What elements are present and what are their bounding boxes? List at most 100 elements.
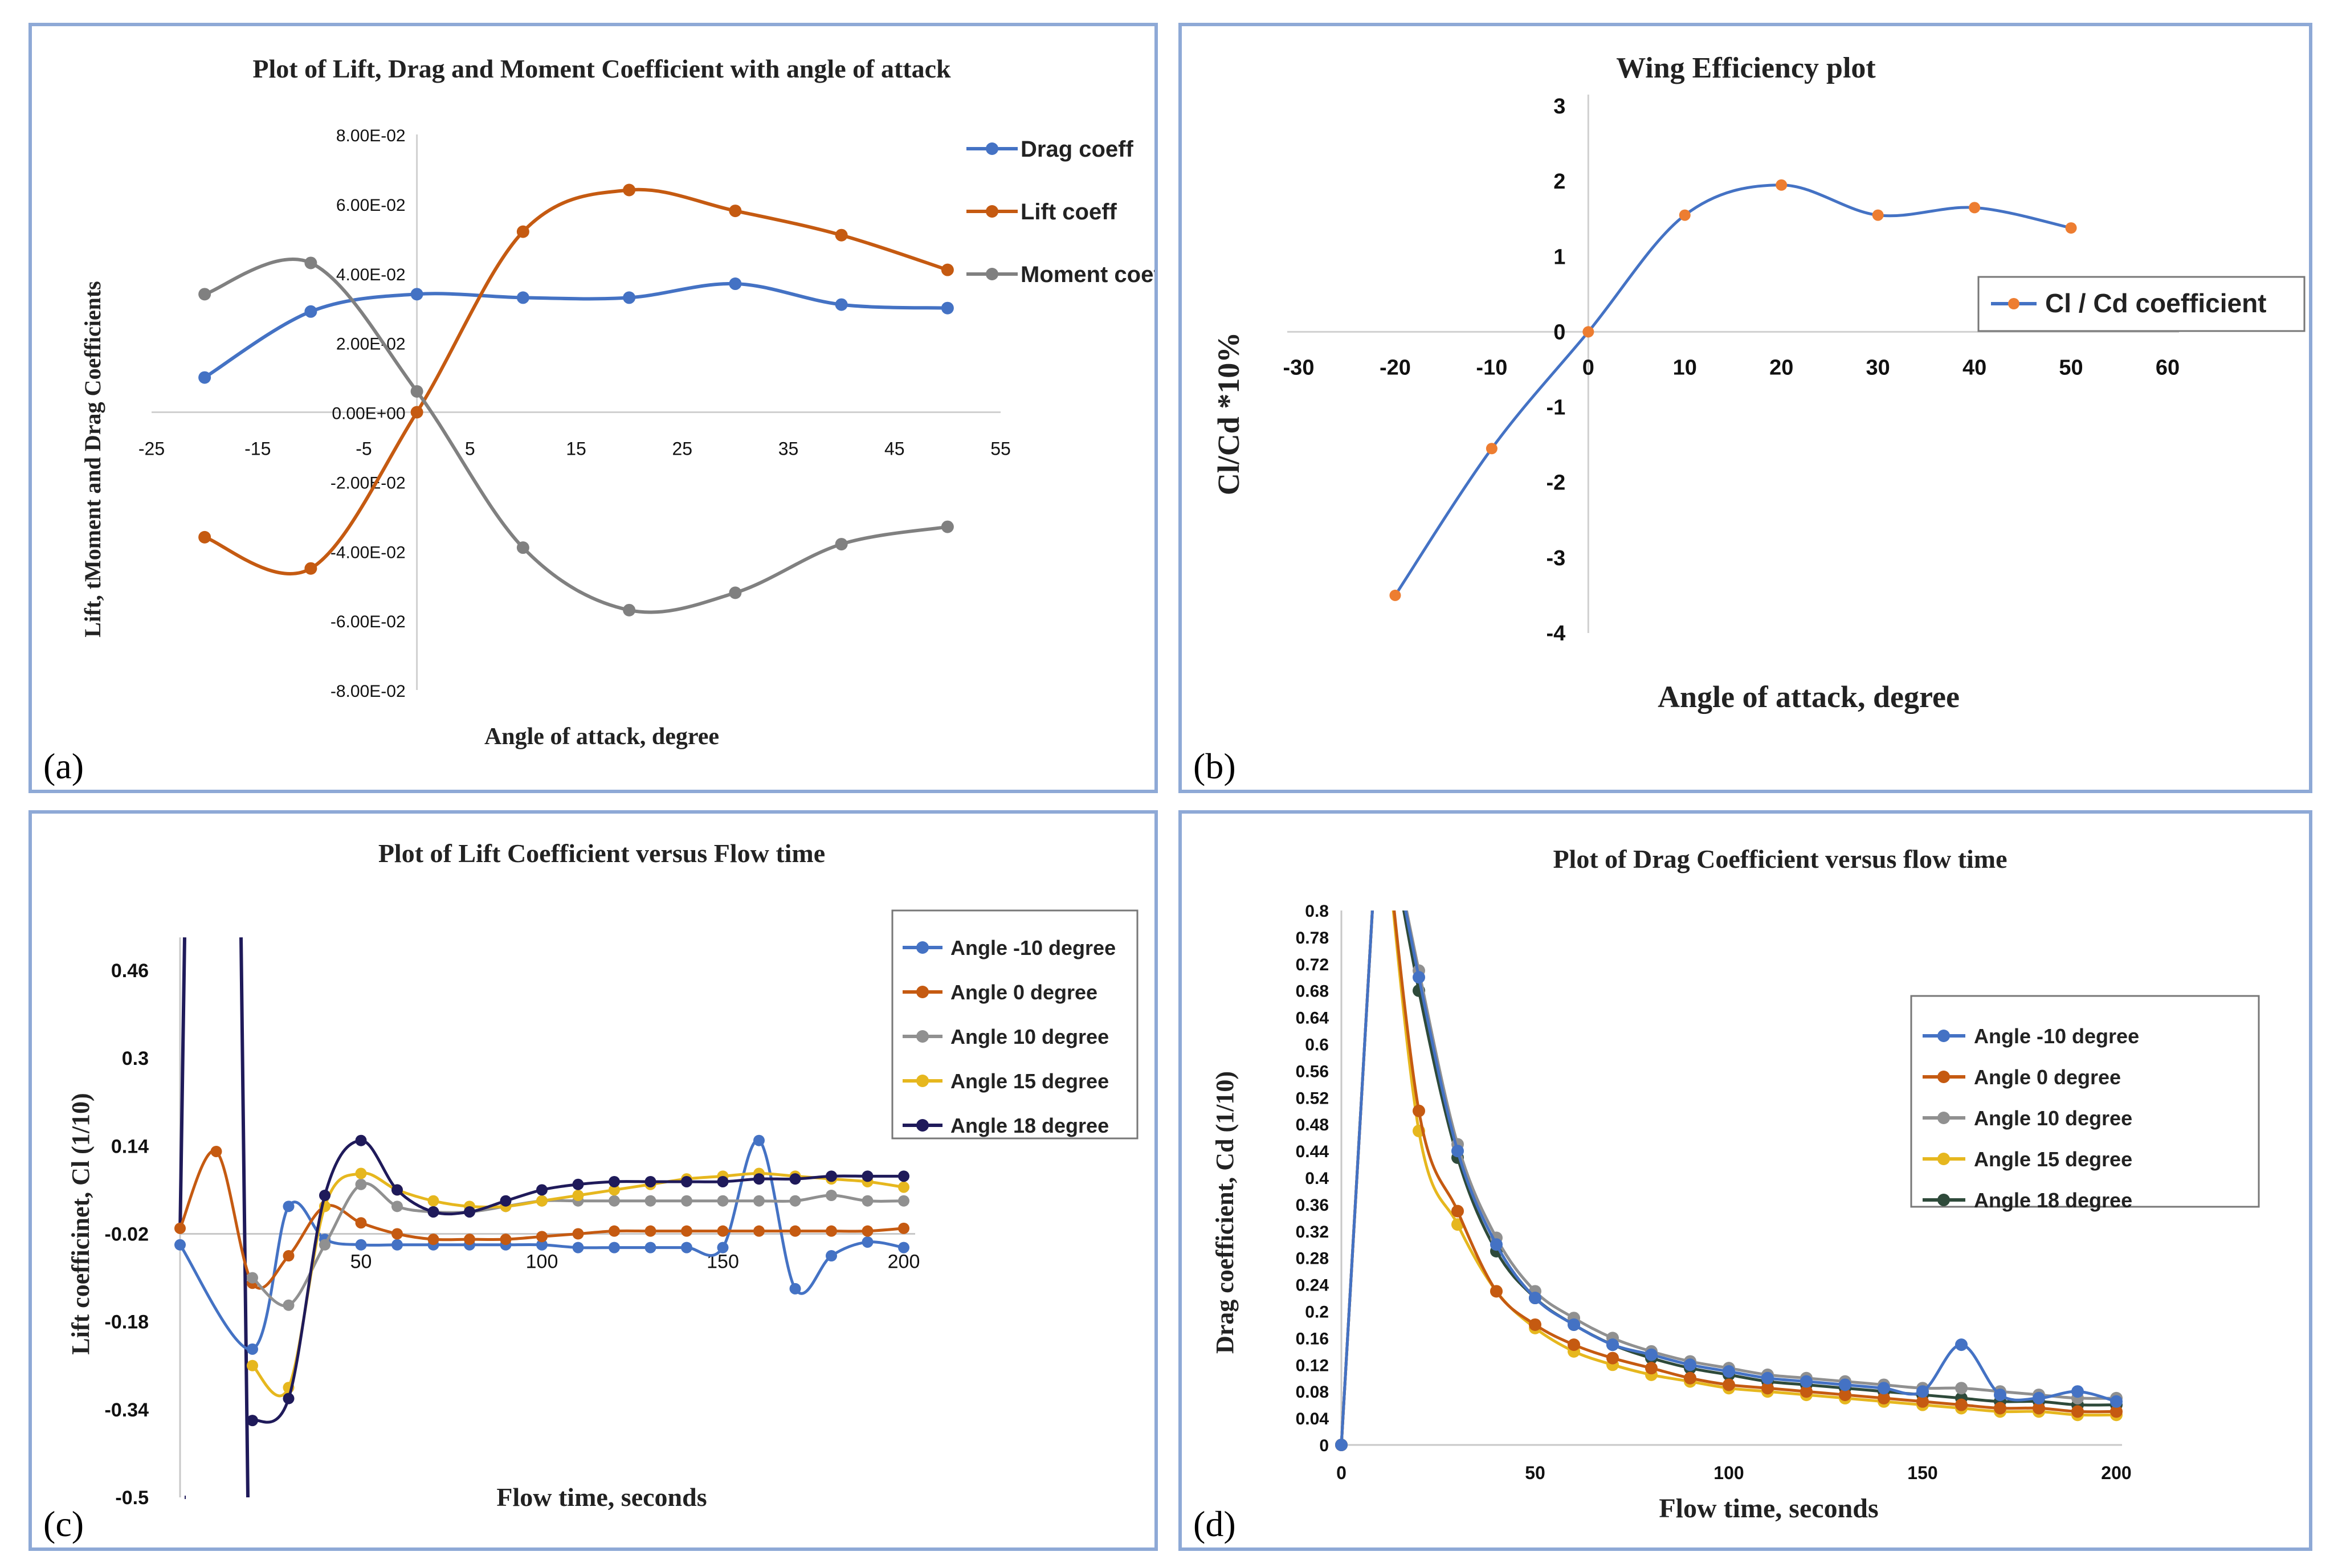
- data-point: [2071, 1405, 2084, 1418]
- data-point: [644, 1195, 656, 1207]
- data-point: [247, 1359, 258, 1371]
- panel-b: (b) Wing Efficiency plot Angle of attack…: [1178, 23, 2312, 793]
- data-point: [862, 1236, 874, 1248]
- data-point: [862, 1225, 874, 1237]
- data-point: [2071, 1385, 2084, 1398]
- chart-a-xlabel: Angle of attack, degree: [484, 724, 719, 750]
- legend-marker: [986, 205, 998, 218]
- data-point: [862, 1170, 874, 1182]
- chart-a-ylabel: Lift, tMoment and Drag Coefficients: [80, 281, 105, 637]
- y-tick-label: 0.08: [1296, 1383, 1329, 1402]
- x-tick-label: -10: [1476, 356, 1507, 379]
- y-tick-label: 0.56: [1296, 1062, 1329, 1081]
- x-tick-label: 100: [526, 1251, 558, 1273]
- data-point: [319, 1239, 330, 1251]
- data-point: [1606, 1338, 1619, 1351]
- data-point: [717, 1175, 729, 1187]
- data-point: [1761, 1371, 1774, 1385]
- x-tick-label: 50: [350, 1251, 372, 1273]
- data-point: [304, 562, 317, 575]
- y-tick-label: 3: [1553, 95, 1565, 119]
- y-tick-label: 0.78: [1296, 929, 1329, 948]
- data-point: [355, 1217, 367, 1229]
- chart-c-ylabel: Lift coefficinet, Cl (1/10): [67, 1093, 95, 1354]
- x-tick-label: -25: [138, 439, 165, 459]
- data-point: [1389, 589, 1401, 601]
- x-tick-label: -5: [356, 439, 372, 459]
- data-point: [753, 1225, 765, 1237]
- data-point: [516, 541, 529, 554]
- data-point: [391, 1228, 403, 1240]
- chart-a-axes: -25 -15 -5 5 15 25 35 45 55 8.00E-02 6.00E-02 4.00E…: [138, 126, 1011, 701]
- data-point: [1723, 1365, 1735, 1378]
- data-point: [391, 1184, 403, 1196]
- chart-d-ylabel: Drag coefficient, Cd (1/10): [1211, 1071, 1239, 1354]
- data-point: [1568, 1318, 1580, 1331]
- x-tick-label: 25: [672, 439, 692, 459]
- data-point: [609, 1195, 620, 1207]
- chart-b-xlabel: Angle of attack, degree: [1658, 680, 1960, 714]
- legend-box: [1910, 995, 2260, 1208]
- data-point: [1916, 1395, 1929, 1408]
- data-point: [391, 1239, 403, 1251]
- data-point: [898, 1242, 909, 1253]
- data-point: [572, 1190, 584, 1202]
- data-point: [572, 1228, 584, 1240]
- data-point: [898, 1222, 909, 1234]
- x-tick-label: 200: [2101, 1463, 2131, 1483]
- data-point: [835, 538, 848, 551]
- data-point: [789, 1225, 801, 1237]
- data-point: [1839, 1389, 1851, 1402]
- chart-d-axes: 0 50 100 150 200 0.8 0.78 0.72 0.68 0.64 0.6 0.56 0.…: [1296, 902, 2132, 1483]
- data-point: [516, 225, 529, 238]
- data-point: [717, 1242, 729, 1253]
- x-tick-label: -15: [244, 439, 271, 459]
- data-point: [826, 1250, 837, 1262]
- legend-marker: [1937, 1194, 1950, 1206]
- data-point: [1761, 1382, 1774, 1395]
- y-tick-label: -0.34: [105, 1399, 149, 1421]
- legend-label: Moment coeff: [1021, 262, 1154, 287]
- data-point: [304, 256, 317, 270]
- y-tick-label: -2.00E-02: [330, 473, 406, 492]
- transient-spike: [239, 937, 250, 1498]
- legend-label: Angle 10 degree: [1974, 1106, 2132, 1130]
- y-tick-label: 8.00E-02: [336, 126, 406, 145]
- data-point: [729, 586, 742, 599]
- data-point: [410, 385, 423, 398]
- legend-marker: [916, 1030, 929, 1043]
- chart-d-legend: Angle -10 degree Angle 0 degree Angle 10 d…: [1910, 995, 2260, 1212]
- data-point: [536, 1184, 548, 1196]
- legend-marker: [986, 268, 998, 280]
- legend-marker: [916, 986, 929, 998]
- y-tick-label: 0.32: [1296, 1223, 1329, 1242]
- data-point: [681, 1225, 692, 1237]
- data-point: [644, 1242, 656, 1253]
- data-point: [2110, 1405, 2123, 1418]
- x-tick-label: 50: [2059, 356, 2083, 379]
- data-point: [1451, 1145, 1464, 1158]
- data-point: [1490, 1285, 1503, 1298]
- data-point: [516, 291, 529, 304]
- data-point: [826, 1225, 837, 1237]
- data-point: [1684, 1358, 1696, 1371]
- y-tick-label: 2.00E-02: [336, 335, 406, 354]
- legend-label: Angle 18 degree: [950, 1114, 1109, 1137]
- y-tick-label: -1: [1547, 396, 1566, 420]
- panel-a: (a) Plot of Lift, Drag and Moment Coeffi…: [28, 23, 1158, 793]
- y-tick-label: 0.2: [1305, 1303, 1329, 1322]
- data-point: [1684, 1371, 1696, 1385]
- chart-c-series: [174, 937, 909, 1499]
- data-point: [1413, 1104, 1425, 1117]
- data-point: [1994, 1402, 2006, 1415]
- data-point: [1955, 1398, 1968, 1411]
- series-line: [178, 1138, 904, 1351]
- data-point: [1916, 1385, 1929, 1398]
- data-point: [835, 228, 848, 242]
- data-point: [355, 1178, 367, 1190]
- data-point: [1529, 1292, 1541, 1305]
- data-point: [536, 1195, 548, 1207]
- data-point: [1645, 1362, 1658, 1375]
- data-point: [1723, 1378, 1735, 1391]
